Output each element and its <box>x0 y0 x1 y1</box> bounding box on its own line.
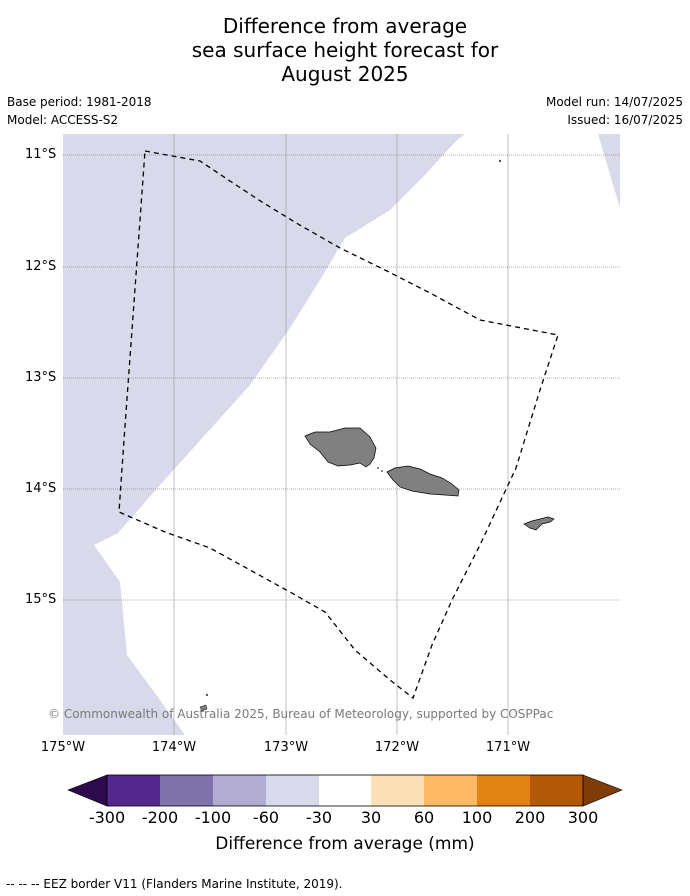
colorbar-tick: 30 <box>360 808 382 827</box>
islet-south-2 <box>199 704 208 712</box>
base-period: Base period: 1981-2018 <box>7 95 152 109</box>
eez-border <box>118 150 559 700</box>
island-tutuila <box>523 516 555 531</box>
lat-label-15s: 15°S <box>25 592 57 607</box>
colorbar-bin-8 <box>477 775 530 806</box>
lon-label-173w: 173°W <box>263 740 309 755</box>
lat-label-14s: 14°S <box>25 481 57 496</box>
colorbar-tick: 60 <box>413 808 435 827</box>
colorbar-bin-2 <box>160 775 213 806</box>
graticule <box>63 134 620 735</box>
colorbar-extend-high <box>582 774 623 807</box>
lon-label-172w: 172°W <box>374 740 420 755</box>
negative-anomaly-region-ne <box>598 134 620 208</box>
eez-legend-note: -- -- -- EEZ border V11 (Flanders Marine… <box>6 877 343 891</box>
colorbar-bin-5 <box>319 775 371 806</box>
colorbar-bin-4 <box>266 775 319 806</box>
islet-apolima <box>377 467 379 469</box>
map-area <box>63 134 620 735</box>
colorbar-tick: -100 <box>194 808 232 827</box>
title-line-1: Difference from average <box>222 14 468 38</box>
colorbar-tick: -30 <box>305 808 333 827</box>
colorbar-tick: 200 <box>514 808 546 827</box>
lon-label-174w: 174°W <box>151 740 197 755</box>
model-run: Model run: 14/07/2025 <box>545 95 683 109</box>
colorbar-title: Difference from average (mm) <box>215 834 475 854</box>
colorbar-tick: -300 <box>88 808 126 827</box>
islet-manono <box>381 470 383 472</box>
lon-label-171w: 171°W <box>485 740 531 755</box>
colorbar-bin-1 <box>107 775 160 806</box>
colorbar <box>67 774 623 807</box>
map-title: Difference from average sea surface heig… <box>0 14 690 86</box>
issued-date: Issued: 16/07/2025 <box>567 113 683 127</box>
map-frame <box>63 134 620 735</box>
colorbar-tick: 100 <box>461 808 493 827</box>
lon-label-175w: 175°W <box>40 740 86 755</box>
island-savaii <box>304 427 377 468</box>
islet-south-1 <box>205 693 209 697</box>
title-line-2: sea surface height forecast for <box>191 38 499 62</box>
colorbar-bin-6 <box>371 775 424 806</box>
model-name: Model: ACCESS-S2 <box>7 113 119 127</box>
title-line-3: August 2025 <box>281 62 409 86</box>
colorbar-bin-9 <box>530 775 583 806</box>
colorbar-tick: -200 <box>141 808 179 827</box>
lat-label-11s: 11°S <box>25 147 57 162</box>
copyright-notice: © Commonwealth of Australia 2025, Bureau… <box>48 707 554 721</box>
lat-label-13s: 13°S <box>25 370 57 385</box>
colorbar-tick: -60 <box>252 808 280 827</box>
islet-north <box>498 159 502 163</box>
island-upolu <box>386 465 460 497</box>
lat-label-12s: 12°S <box>25 259 57 274</box>
colorbar-extend-low <box>67 774 108 807</box>
colorbar-frame <box>106 774 584 807</box>
colorbar-tick: 300 <box>567 808 599 827</box>
colorbar-bin-3 <box>213 775 266 806</box>
negative-anomaly-region <box>63 134 465 735</box>
colorbar-bin-7 <box>424 775 477 806</box>
